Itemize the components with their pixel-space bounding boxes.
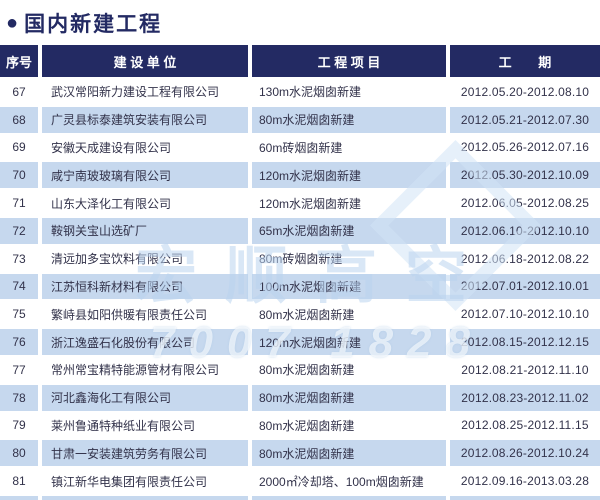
cell-construction-period: 2012.06.18-2012.08.22	[450, 245, 600, 274]
cell-project-name: 100m水泥烟囱新建	[252, 273, 446, 302]
cell-company-name: 镇江新华电集团有限责任公司	[42, 468, 248, 496]
cell-project-name: 65m水泥烟囱新建	[252, 217, 446, 246]
cell-serial-number: 76	[0, 329, 38, 357]
table-row: 71 山东大泽化工有限公司 120m水泥烟囱新建 2012.06.05-2012…	[0, 190, 600, 218]
table-row: 75 繁峙县如阳供暖有限责任公司 80m水泥烟囱新建 2012.07.10-20…	[0, 301, 600, 330]
table-row: 68 广灵县标泰建筑安装有限公司 80m水泥烟囱新建 2012.05.21-20…	[0, 106, 600, 135]
cell-serial-number: 71	[0, 190, 38, 218]
cell-company-name: 广灵县标泰建筑安装有限公司	[42, 106, 248, 135]
table-row: 76 浙江逸盛石化股份有限公司 120m水泥烟囱新建 2012.08.15-20…	[0, 329, 600, 357]
cell-project-name: 80m水泥烟囱新建	[252, 106, 446, 135]
cell-company-name: 江苏恒科新材料有限公司	[42, 273, 248, 302]
cell-project-name: 80m水泥烟囱新建	[252, 412, 446, 441]
page-title: ● 国内新建工程	[0, 0, 600, 45]
cell-serial-number: 67	[0, 79, 38, 107]
table-row: 78 河北鑫海化工有限公司 80m水泥烟囱新建 2012.08.23-2012.…	[0, 384, 600, 413]
cell-project-name: 2000㎡冷却塔、100m烟囱新建	[252, 468, 446, 496]
cell-company-name: 甘肃一安装建筑劳务有限公司	[42, 440, 248, 469]
cell-construction-period: 2012.06.05-2012.08.25	[450, 190, 600, 218]
column-header-no: 序号	[0, 45, 38, 79]
table-header-row: 序号 建 设 单 位 工 程 项 目 工 期	[0, 45, 600, 79]
cell-company-name: 咸宁南玻玻璃有限公司	[42, 162, 248, 191]
cell-construction-period: 2012.06.10-2012.10.10	[450, 217, 600, 246]
cell-project-name: 120m水泥烟囱新建	[252, 162, 446, 191]
cell-project-name: 120m水泥烟囱新建	[252, 190, 446, 218]
cell-construction-period: 2012.08.15-2012.12.15	[450, 329, 600, 357]
cell-serial-number: 78	[0, 384, 38, 413]
cell-serial-number: 74	[0, 273, 38, 302]
column-header-project: 工 程 项 目	[252, 45, 446, 79]
cell-project-name: 130m水泥烟囱新建	[252, 79, 446, 107]
column-header-company: 建 设 单 位	[42, 45, 248, 79]
cell-serial-number: 79	[0, 412, 38, 441]
cell-project-name: 80m水泥烟囱新建	[252, 384, 446, 413]
table-row: 79 莱州鲁通特种纸业有限公司 80m水泥烟囱新建 2012.08.25-201…	[0, 412, 600, 441]
table-row: 74 江苏恒科新材料有限公司 100m水泥烟囱新建 2012.07.01-201…	[0, 273, 600, 302]
cell-serial-number: 68	[0, 106, 38, 135]
cell-company-name: 安徽天成建设有限公司	[42, 134, 248, 163]
page-title-text: 国内新建工程	[24, 12, 163, 36]
cell-project-name: 80m水泥烟囱新建	[252, 301, 446, 330]
table-row: 81 镇江新华电集团有限责任公司 2000㎡冷却塔、100m烟囱新建 2012.…	[0, 468, 600, 496]
table-row: 77 常州常宝精特能源管材有限公司 80m水泥烟囱新建 2012.08.21-2…	[0, 356, 600, 385]
table-row: 67 武汉常阳新力建设工程有限公司 130m水泥烟囱新建 2012.05.20-…	[0, 79, 600, 107]
cell-serial-number: 72	[0, 217, 38, 246]
cell-project-name: 80m水泥烟囱新建	[252, 356, 446, 385]
cell-construction-period: 2012.05.26-2012.07.16	[450, 134, 600, 163]
table-row: 70 咸宁南玻玻璃有限公司 120m水泥烟囱新建 2012.05.30-2012…	[0, 162, 600, 191]
cell-construction-period: 2012.05.20-2012.08.10	[450, 79, 600, 107]
table-row: 73 清远加多宝饮料有限公司 80m砖烟囱新建 2012.06.18-2012.…	[0, 245, 600, 274]
cell-construction-period: 2012.05.30-2012.10.09	[450, 162, 600, 191]
cell-company-name: 山东大泽化工有限公司	[42, 190, 248, 218]
table-row: 69 安徽天成建设有限公司 60m砖烟囱新建 2012.05.26-2012.0…	[0, 134, 600, 163]
column-header-period: 工 期	[450, 45, 600, 79]
table-body: 67 武汉常阳新力建设工程有限公司 130m水泥烟囱新建 2012.05.20-…	[0, 79, 600, 496]
table-row: 72 鞍钢关宝山选矿厂 65m水泥烟囱新建 2012.06.10-2012.10…	[0, 217, 600, 246]
cell-serial-number: 73	[0, 245, 38, 274]
cell-construction-period: 2012.05.21-2012.07.30	[450, 106, 600, 135]
cell-construction-period: 2012.08.23-2012.11.02	[450, 384, 600, 413]
next-row-partial-strip	[0, 496, 600, 500]
cell-company-name: 清远加多宝饮料有限公司	[42, 245, 248, 274]
cell-serial-number: 81	[0, 468, 38, 496]
cell-company-name: 鞍钢关宝山选矿厂	[42, 217, 248, 246]
cell-project-name: 80m砖烟囱新建	[252, 245, 446, 274]
cell-construction-period: 2012.08.21-2012.11.10	[450, 356, 600, 385]
cell-company-name: 浙江逸盛石化股份有限公司	[42, 329, 248, 357]
cell-company-name: 繁峙县如阳供暖有限责任公司	[42, 301, 248, 330]
cell-project-name: 60m砖烟囱新建	[252, 134, 446, 163]
title-bullet-icon: ●	[6, 11, 19, 34]
cell-company-name: 莱州鲁通特种纸业有限公司	[42, 412, 248, 441]
cell-serial-number: 70	[0, 162, 38, 191]
cell-project-name: 120m水泥烟囱新建	[252, 329, 446, 357]
cell-project-name: 80m水泥烟囱新建	[252, 440, 446, 469]
cell-serial-number: 80	[0, 440, 38, 469]
cell-serial-number: 69	[0, 134, 38, 163]
cell-company-name: 武汉常阳新力建设工程有限公司	[42, 79, 248, 107]
table-row: 80 甘肃一安装建筑劳务有限公司 80m水泥烟囱新建 2012.08.26-20…	[0, 440, 600, 469]
cell-construction-period: 2012.07.01-2012.10.01	[450, 273, 600, 302]
cell-serial-number: 77	[0, 356, 38, 385]
cell-construction-period: 2012.09.16-2013.03.28	[450, 468, 600, 496]
cell-construction-period: 2012.08.25-2012.11.15	[450, 412, 600, 441]
cell-construction-period: 2012.07.10-2012.10.10	[450, 301, 600, 330]
cell-serial-number: 75	[0, 301, 38, 330]
cell-company-name: 河北鑫海化工有限公司	[42, 384, 248, 413]
cell-company-name: 常州常宝精特能源管材有限公司	[42, 356, 248, 385]
projects-table: 序号 建 设 单 位 工 程 项 目 工 期 67 武汉常阳新力建设工程有限公司…	[0, 45, 600, 496]
cell-construction-period: 2012.08.26-2012.10.24	[450, 440, 600, 469]
